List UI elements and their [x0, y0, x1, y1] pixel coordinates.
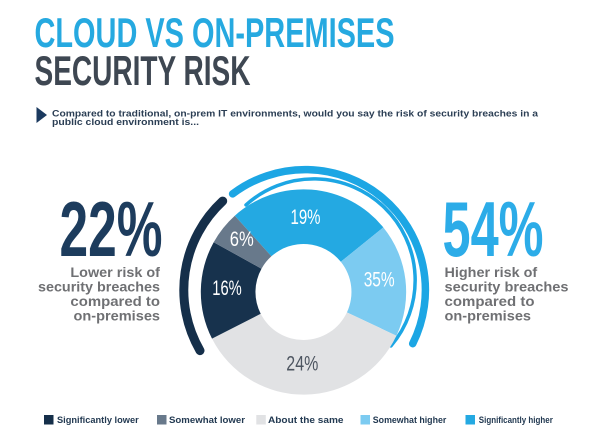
svg-text:compared to: compared to: [445, 294, 535, 309]
svg-text:on-premises: on-premises: [74, 309, 161, 324]
svg-text:Significantly lower: Significantly lower: [57, 415, 139, 426]
svg-text:Somewhat lower: Somewhat lower: [169, 415, 245, 426]
svg-text:Higher risk of: Higher risk of: [445, 265, 538, 280]
svg-text:6%: 6%: [230, 228, 254, 251]
svg-text:CLOUD VS ON-PREMISES: CLOUD VS ON-PREMISES: [35, 9, 395, 56]
svg-text:SECURITY RISK: SECURITY RISK: [35, 47, 251, 94]
svg-text:About the same: About the same: [268, 415, 344, 426]
svg-text:Lower risk of: Lower risk of: [70, 265, 160, 280]
svg-text:Compared to traditional, on-pr: Compared to traditional, on-prem IT envi…: [52, 108, 538, 118]
svg-text:compared to: compared to: [70, 294, 160, 309]
svg-text:Somewhat higher: Somewhat higher: [373, 415, 447, 426]
svg-text:35%: 35%: [364, 268, 395, 291]
svg-text:24%: 24%: [286, 353, 318, 376]
svg-text:16%: 16%: [212, 277, 242, 300]
svg-text:54%: 54%: [443, 185, 544, 273]
svg-text:security breaches: security breaches: [445, 280, 569, 295]
svg-text:Significantly higher: Significantly higher: [479, 415, 553, 426]
svg-text:19%: 19%: [291, 206, 321, 229]
svg-text:22%: 22%: [60, 185, 163, 273]
svg-text:security breaches: security breaches: [38, 280, 160, 295]
svg-text:on-premises: on-premises: [445, 309, 532, 324]
svg-text:public cloud environment is...: public cloud environment is...: [52, 117, 199, 127]
